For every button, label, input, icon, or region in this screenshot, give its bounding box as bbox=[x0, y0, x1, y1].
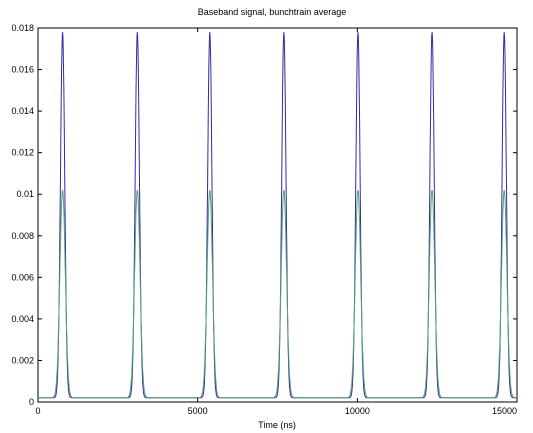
x-axis-label: Time (ns) bbox=[258, 420, 296, 430]
y-tick-label: 0.016 bbox=[11, 65, 34, 75]
chart-title: Baseband signal, bunchtrain average bbox=[198, 7, 347, 17]
y-tick-label: 0.006 bbox=[11, 272, 34, 282]
y-tick-label: 0.018 bbox=[11, 23, 34, 33]
series-line-2 bbox=[38, 189, 517, 399]
y-tick-label: 0.014 bbox=[11, 106, 34, 116]
plot-frame bbox=[37, 27, 518, 403]
x-tick-label: 15000 bbox=[492, 406, 517, 416]
y-tick-label: 0.012 bbox=[11, 148, 34, 158]
x-tick-label: 0 bbox=[35, 406, 40, 416]
series-layer bbox=[38, 32, 517, 399]
x-tick-label: 5000 bbox=[188, 406, 208, 416]
y-tick-label: 0 bbox=[29, 397, 34, 407]
y-tick-label: 0.01 bbox=[16, 189, 34, 199]
y-tick-label: 0.008 bbox=[11, 231, 34, 241]
y-axis: 0 0.002 0.004 0.006 0.008 0.01 0.012 0.014 0.016… bbox=[11, 23, 517, 407]
y-tick-label: 0.004 bbox=[11, 314, 34, 324]
y-tick-label: 0.002 bbox=[11, 355, 34, 365]
x-axis: 0 5000 10000 15000 bbox=[35, 28, 518, 416]
x-tick-label: 10000 bbox=[345, 406, 370, 416]
